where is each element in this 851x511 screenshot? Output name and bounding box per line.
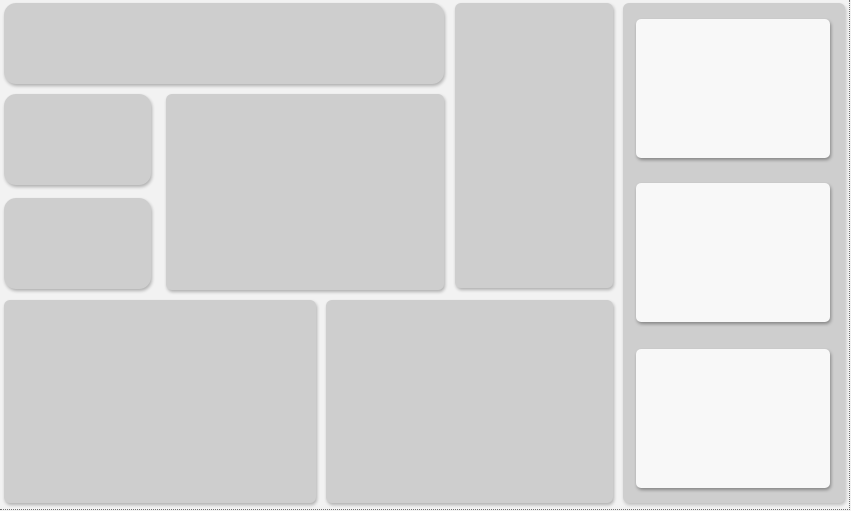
side-card-3 (636, 349, 830, 488)
placeholder-tile-small-lower (4, 198, 151, 289)
side-panel (623, 3, 845, 503)
placeholder-tile-top-wide (4, 3, 444, 84)
side-card-1 (636, 19, 830, 158)
side-card-2 (636, 183, 830, 322)
placeholder-tile-bottom-middle (326, 300, 613, 503)
placeholder-tile-small-upper (4, 94, 151, 185)
placeholder-tile-tall (455, 3, 613, 288)
placeholder-tile-bottom-left (4, 300, 316, 503)
placeholder-tile-center (166, 94, 444, 290)
